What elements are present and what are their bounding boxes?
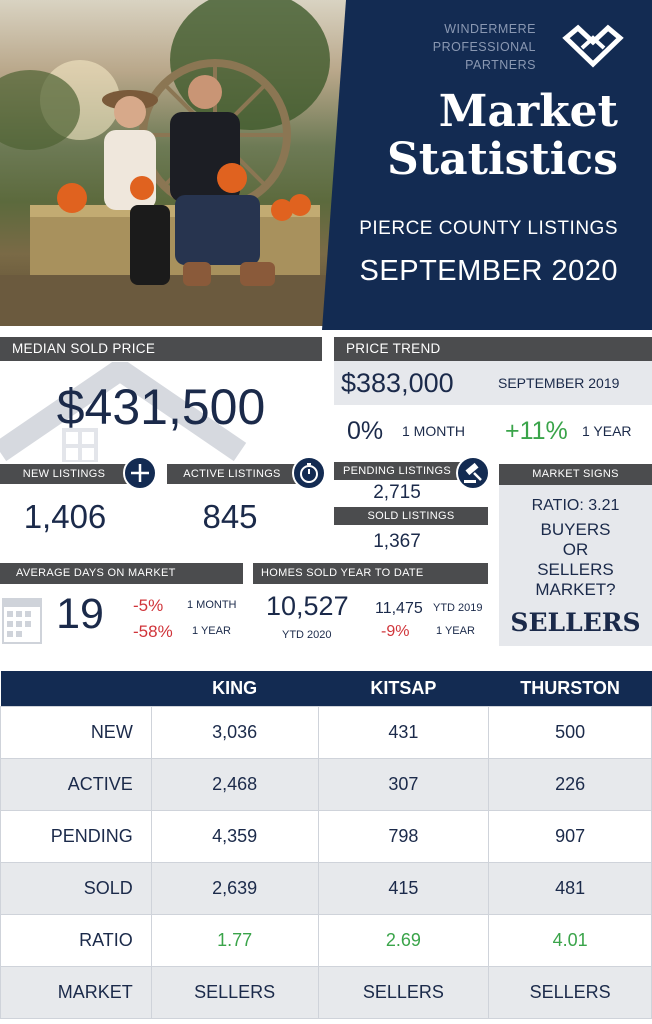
table-cell: SELLERS — [317, 965, 490, 1019]
table-cell: 415 — [317, 861, 490, 915]
table-cell: 2,639 — [150, 861, 319, 915]
windermere-logo-icon — [562, 24, 624, 68]
table-cell: SELLERS — [488, 965, 652, 1019]
table-cell: 431 — [317, 705, 490, 759]
row-label: NEW — [0, 705, 152, 759]
table-cell: 907 — [488, 809, 652, 863]
market-question-line-1: BUYERS — [540, 520, 611, 539]
table-cell: 4.01 — [488, 913, 652, 967]
table-cell: 1.77 — [150, 913, 319, 967]
days-year-change: -58% — [133, 622, 173, 641]
county-comparison-table: KING KITSAP THURSTON NEW 3,036 431 500 A… — [0, 671, 652, 1019]
brand-line-3: PARTNERS — [465, 58, 536, 72]
market-question-line-2: OR — [562, 540, 589, 559]
row-label: PENDING — [0, 809, 152, 863]
title-line-1: Market — [438, 86, 618, 137]
title-line-2: Statistics — [386, 134, 618, 185]
homes-sold-ytd-value: 10,527 — [266, 591, 349, 621]
row-label: RATIO — [0, 913, 152, 967]
table-header-row: KING KITSAP THURSTON — [0, 671, 652, 706]
table-cell: 3,036 — [150, 705, 319, 759]
days-month-label: 1 MONTH — [187, 599, 237, 611]
homes-sold-prior-value: 11,475 — [375, 600, 423, 617]
new-listings-label: NEW LISTINGS — [0, 464, 128, 484]
page-title: Market Statistics — [318, 88, 618, 184]
pending-listings-value: 2,715 — [373, 482, 421, 503]
table-cell: SELLERS — [150, 965, 319, 1019]
gavel-icon — [456, 456, 490, 490]
calendar-icon — [2, 598, 42, 644]
table-cell: 500 — [488, 705, 652, 759]
table-row: RATIO 1.77 2.69 4.01 — [0, 913, 652, 967]
median-price-label: MEDIAN SOLD PRICE — [0, 337, 322, 361]
table-cell: 4,359 — [150, 809, 319, 863]
table-row: NEW 3,036 431 500 — [0, 705, 652, 759]
price-trend-year-change: +11% — [505, 417, 568, 445]
days-month-change: -5% — [133, 596, 164, 615]
market-signs-panel — [499, 485, 652, 646]
price-trend-year-label: 1 YEAR — [582, 423, 632, 439]
market-signs-label: MARKET SIGNS — [499, 464, 652, 485]
price-trend-label: PRICE TREND — [334, 337, 652, 361]
days-on-market-label: AVERAGE DAYS ON MARKET — [0, 563, 243, 584]
homes-sold-ytd-label: HOMES SOLD YEAR TO DATE — [253, 563, 488, 584]
table-cell: 2,468 — [150, 757, 319, 811]
sold-listings-value: 1,367 — [373, 531, 421, 552]
plus-icon — [123, 456, 157, 490]
table-cell: 2.69 — [317, 913, 490, 967]
market-signs-ratio: RATIO: 3.21 — [531, 497, 620, 514]
homes-sold-prior-caption: YTD 2019 — [433, 602, 483, 614]
row-label: ACTIVE — [0, 757, 152, 811]
house-watermark-icon — [0, 362, 247, 462]
subtitle: PIERCE COUNTY LISTINGS — [359, 218, 618, 239]
table-header-thurston: THURSTON — [488, 671, 652, 706]
days-on-market-value: 19 — [56, 590, 104, 638]
sold-listings-label: SOLD LISTINGS — [334, 507, 488, 525]
homes-sold-year-change: -9% — [381, 623, 410, 640]
median-price-value: $431,500 — [56, 379, 266, 435]
period: SEPTEMBER 2020 — [359, 255, 618, 287]
market-question-line-3: SELLERS — [537, 560, 614, 579]
homes-sold-ytd-caption: YTD 2020 — [282, 629, 332, 641]
table-cell: 798 — [317, 809, 490, 863]
header-photo — [0, 0, 346, 326]
market-signs-answer: SELLERS — [510, 608, 641, 637]
stopwatch-icon — [292, 456, 326, 490]
table-header-king: KING — [151, 671, 319, 706]
table-header-blank — [0, 671, 152, 706]
row-label: MARKET — [0, 965, 152, 1019]
brand-line-1: WINDERMERE — [444, 22, 536, 36]
market-question-line-4: MARKET? — [535, 580, 616, 599]
pending-listings-label: PENDING LISTINGS — [334, 462, 460, 480]
price-trend-month-change: 0% — [347, 417, 384, 445]
table-row: ACTIVE 2,468 307 226 — [0, 757, 652, 811]
header-panel — [322, 0, 652, 330]
price-trend-prior-period: SEPTEMBER 2019 — [498, 375, 620, 391]
days-year-label: 1 YEAR — [192, 625, 231, 637]
new-listings-value: 1,406 — [23, 498, 107, 535]
active-listings-label: ACTIVE LISTINGS — [167, 464, 297, 484]
price-trend-month-label: 1 MONTH — [402, 423, 465, 439]
homes-sold-year-label: 1 YEAR — [436, 625, 475, 637]
table-cell: 307 — [317, 757, 490, 811]
active-listings-value: 845 — [202, 498, 258, 535]
table-cell: 226 — [488, 757, 652, 811]
table-header-kitsap: KITSAP — [318, 671, 489, 706]
price-trend-prior-value: $383,000 — [341, 368, 454, 398]
brand-name: WINDERMERE PROFESSIONAL PARTNERS — [336, 20, 536, 74]
table-row: MARKET SELLERS SELLERS SELLERS — [0, 965, 652, 1019]
row-label: SOLD — [0, 861, 152, 915]
brand-line-2: PROFESSIONAL — [432, 40, 536, 54]
table-cell: 481 — [488, 861, 652, 915]
table-row: SOLD 2,639 415 481 — [0, 861, 652, 915]
market-signs-question: BUYERS OR SELLERS MARKET? — [499, 520, 652, 600]
price-trend-prior-panel — [334, 361, 652, 405]
table-row: PENDING 4,359 798 907 — [0, 809, 652, 863]
